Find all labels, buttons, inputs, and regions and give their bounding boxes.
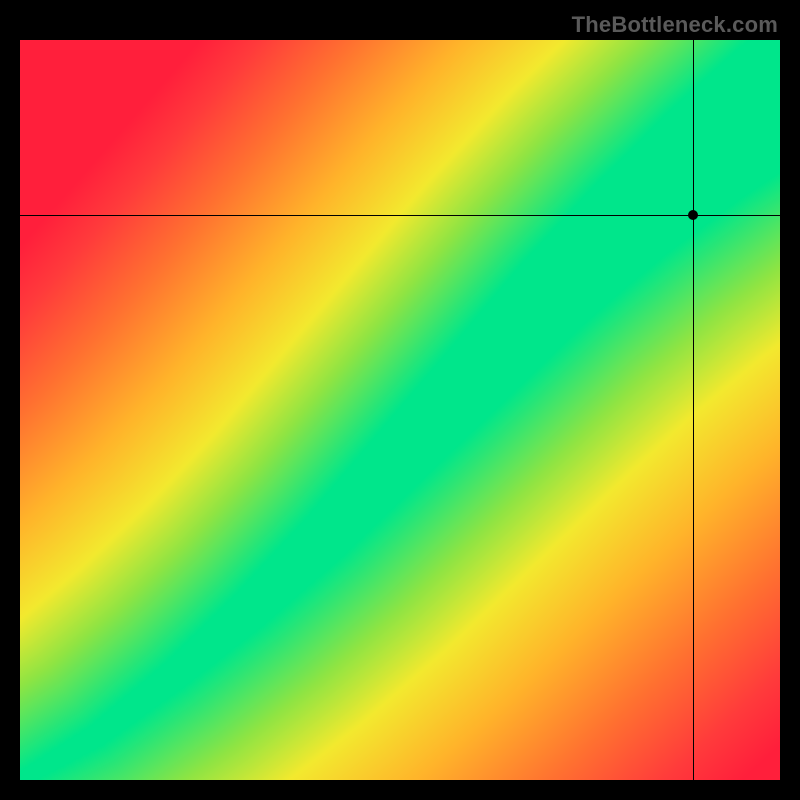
heatmap-canvas (20, 40, 780, 780)
crosshair-horizontal-line (20, 215, 780, 216)
heatmap-canvas-wrap (20, 40, 780, 780)
watermark-text: TheBottleneck.com (572, 12, 778, 38)
crosshair-marker-dot (688, 210, 698, 220)
crosshair-vertical-line (693, 40, 694, 780)
plot-frame (20, 40, 780, 780)
